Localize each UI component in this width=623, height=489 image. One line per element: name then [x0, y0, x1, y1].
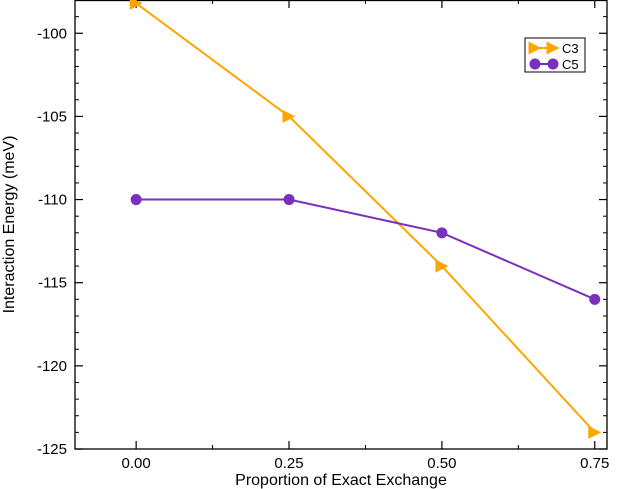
series-layer	[129, 0, 602, 439]
x-tick-label: 0.25	[274, 455, 303, 472]
legend-label-C3: C3	[562, 41, 579, 56]
data-point-C3	[282, 109, 296, 123]
data-point-C3	[129, 0, 143, 10]
data-point-C5	[589, 293, 601, 305]
legend-label-C5: C5	[562, 57, 579, 72]
data-point-C5	[283, 194, 295, 206]
series-line-C5	[136, 198, 596, 301]
y-tick-label: -120	[37, 358, 67, 375]
x-tick-label: 0.50	[427, 455, 456, 472]
legend-marker-C3	[546, 41, 560, 55]
series-line-C3	[135, 2, 596, 434]
y-tick-label: -125	[37, 441, 67, 458]
y-tick-label: -105	[37, 108, 67, 125]
legend-marker-C5	[547, 58, 559, 70]
y-tick-label: -115	[38, 275, 67, 292]
plot-frame	[74, 0, 608, 450]
x-tick-label: 0.00	[122, 455, 151, 472]
data-point-C5	[130, 194, 142, 206]
y-axis-title: Interaction Energy (meV)	[1, 136, 18, 314]
x-axis-title: Proportion of Exact Exchange	[235, 472, 447, 489]
data-point-C3	[588, 425, 602, 439]
legend-marker-C5	[529, 58, 541, 70]
y-tick-label: -100	[37, 25, 67, 42]
x-tick-label: 0.75	[580, 455, 609, 472]
plot-border	[74, 0, 608, 450]
data-point-C5	[436, 227, 448, 239]
axis-ticks: 0.00 0.25 0.50 0.75 -125 -120 -115 -110 -105 -100	[37, 0, 609, 472]
data-point-C3	[435, 259, 449, 273]
series-C5	[130, 194, 601, 305]
series-C3	[129, 0, 602, 439]
y-tick-label: -110	[38, 192, 67, 209]
legend-marker-C3	[528, 41, 542, 55]
